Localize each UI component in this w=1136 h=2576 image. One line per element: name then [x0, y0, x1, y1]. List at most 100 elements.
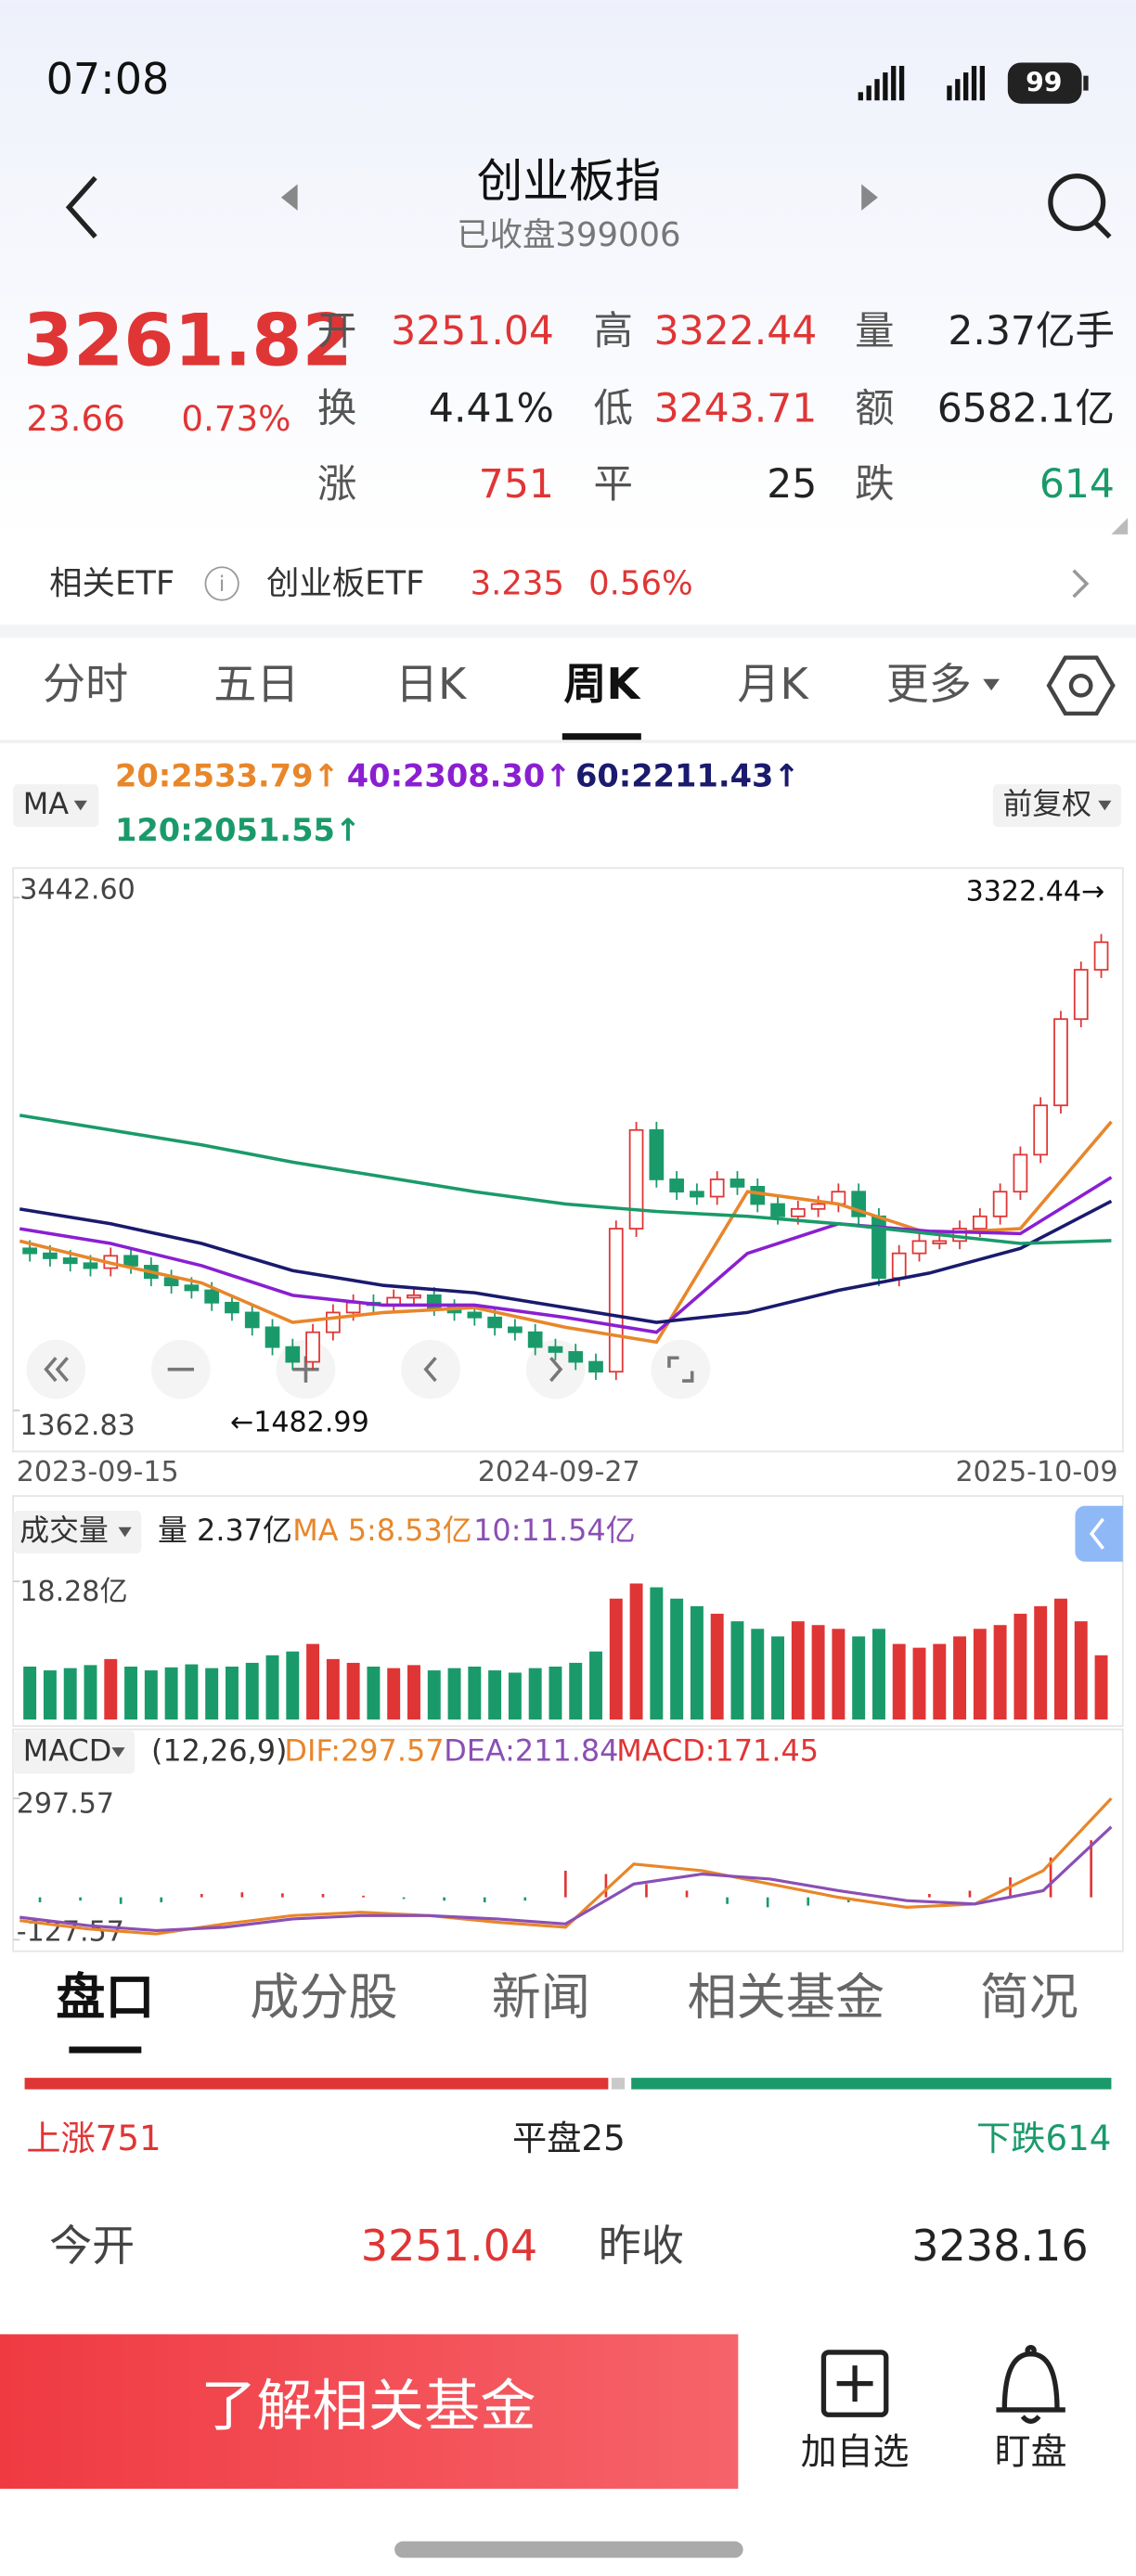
volume-bar [306, 1643, 320, 1719]
monitor-button[interactable] [996, 2344, 1065, 2424]
volume-bar [1013, 1614, 1027, 1719]
ma-line [19, 1114, 1112, 1245]
candle [1033, 1104, 1049, 1156]
volume-bar [629, 1583, 643, 1719]
volume-bar [245, 1662, 259, 1719]
volume-bar [326, 1658, 340, 1719]
chart-controls [26, 1339, 711, 1399]
move-left[interactable] [401, 1339, 460, 1399]
macd-selector[interactable] [13, 1731, 136, 1774]
candle [750, 1186, 766, 1205]
volume-bar [953, 1636, 967, 1719]
period-tab[interactable]: 月K [737, 659, 809, 709]
candle [225, 1301, 239, 1314]
breadth-up-bar [24, 2078, 609, 2090]
high-label: 3322.44→ [966, 875, 1105, 908]
volume-bar [468, 1667, 482, 1719]
volume-bar [993, 1625, 1007, 1719]
volume-bar [528, 1668, 542, 1719]
candle [770, 1203, 785, 1217]
volume-bar [569, 1662, 583, 1719]
fullscreen[interactable] [651, 1339, 711, 1399]
header-bg [0, 0, 1136, 543]
volume-bar [43, 1670, 57, 1719]
macd-stat: DEA:211.84 [444, 1732, 618, 1768]
volume-bar [549, 1667, 562, 1719]
next-button[interactable] [861, 184, 878, 211]
period-tab[interactable]: 分时 [43, 659, 128, 709]
candle [163, 1277, 179, 1287]
ma-selector[interactable] [13, 784, 99, 828]
fund-button[interactable] [0, 2334, 739, 2489]
divider [0, 625, 1136, 638]
candle [690, 1191, 704, 1198]
stat-value: 25 [767, 462, 817, 508]
volume-frame [12, 1495, 1124, 1727]
adjust-selector[interactable] [992, 784, 1122, 828]
candle [810, 1203, 826, 1210]
stat-label: 高 [593, 309, 633, 354]
detail-tab[interactable]: 相关基金 [687, 1969, 884, 2027]
candle [43, 1252, 58, 1259]
volume-bar [1054, 1598, 1067, 1719]
volume-bar [346, 1662, 360, 1719]
stat-value: 614 [1039, 462, 1115, 508]
candle [972, 1215, 988, 1230]
ma-legend: 20:2533.79↑ [115, 757, 340, 793]
candle [123, 1255, 138, 1267]
macd-params: (12,26,9) [151, 1732, 288, 1768]
candle [184, 1284, 200, 1292]
side-panel-toggle[interactable] [1075, 1505, 1123, 1562]
volume-bar [892, 1643, 906, 1719]
settings-button[interactable] [1046, 655, 1116, 716]
candle [527, 1331, 543, 1348]
candle [568, 1351, 584, 1363]
detail-tab[interactable]: 成分股 [250, 1969, 397, 2027]
add-watch-button[interactable] [820, 2350, 889, 2417]
period-tab[interactable]: 更多 [886, 659, 972, 709]
candle [649, 1128, 665, 1180]
info-icon[interactable] [204, 566, 239, 601]
volume-bar [407, 1665, 420, 1719]
volume-bar [427, 1670, 441, 1719]
candle [548, 1346, 563, 1353]
volume-bar [124, 1667, 138, 1719]
detail-tab[interactable]: 盘口 [56, 1969, 154, 2027]
candle [22, 1247, 38, 1255]
volume-bar [811, 1625, 825, 1719]
candle [790, 1207, 806, 1217]
macd-stat: MACD:171.45 [616, 1732, 819, 1768]
volume-bar [23, 1667, 37, 1719]
dif-line [19, 1797, 1113, 1936]
volume-bar [710, 1614, 724, 1719]
breadth-flat-bar [611, 2078, 626, 2090]
volume-bar [205, 1668, 219, 1719]
detail-tab[interactable]: 新闻 [492, 1969, 590, 2027]
detail-value: 3238.16 [911, 2221, 1088, 2271]
volume-selector[interactable] [13, 1511, 142, 1554]
add-watch-label: 加自选 [801, 2431, 910, 2473]
period-tab[interactable]: 日K [395, 659, 468, 709]
detail-tab[interactable]: 简况 [980, 1969, 1078, 2027]
candle [83, 1262, 98, 1269]
candle [911, 1240, 927, 1255]
caret [118, 1526, 132, 1538]
period-tab[interactable]: 周K [563, 659, 641, 709]
volume-bar [488, 1670, 502, 1719]
period-tab[interactable]: 五日 [213, 659, 299, 709]
y-tick-label: 18.28亿 [19, 1576, 127, 1608]
back-button[interactable] [65, 175, 97, 238]
etf-row[interactable] [0, 542, 1136, 625]
candle [244, 1311, 260, 1329]
y-tick-label: 3442.60 [19, 874, 136, 907]
toggle-glyph [1089, 1517, 1104, 1550]
stat-value: 2.37亿手 [948, 309, 1115, 354]
change: 23.66 [26, 398, 124, 439]
volume-bar [1094, 1655, 1108, 1719]
search-button[interactable] [1048, 174, 1112, 239]
prev-button[interactable] [280, 184, 298, 211]
volume-bar [973, 1629, 987, 1719]
monitor-label: 盯盘 [995, 2431, 1067, 2473]
candle [709, 1179, 725, 1198]
ma-line [19, 1199, 1113, 1324]
